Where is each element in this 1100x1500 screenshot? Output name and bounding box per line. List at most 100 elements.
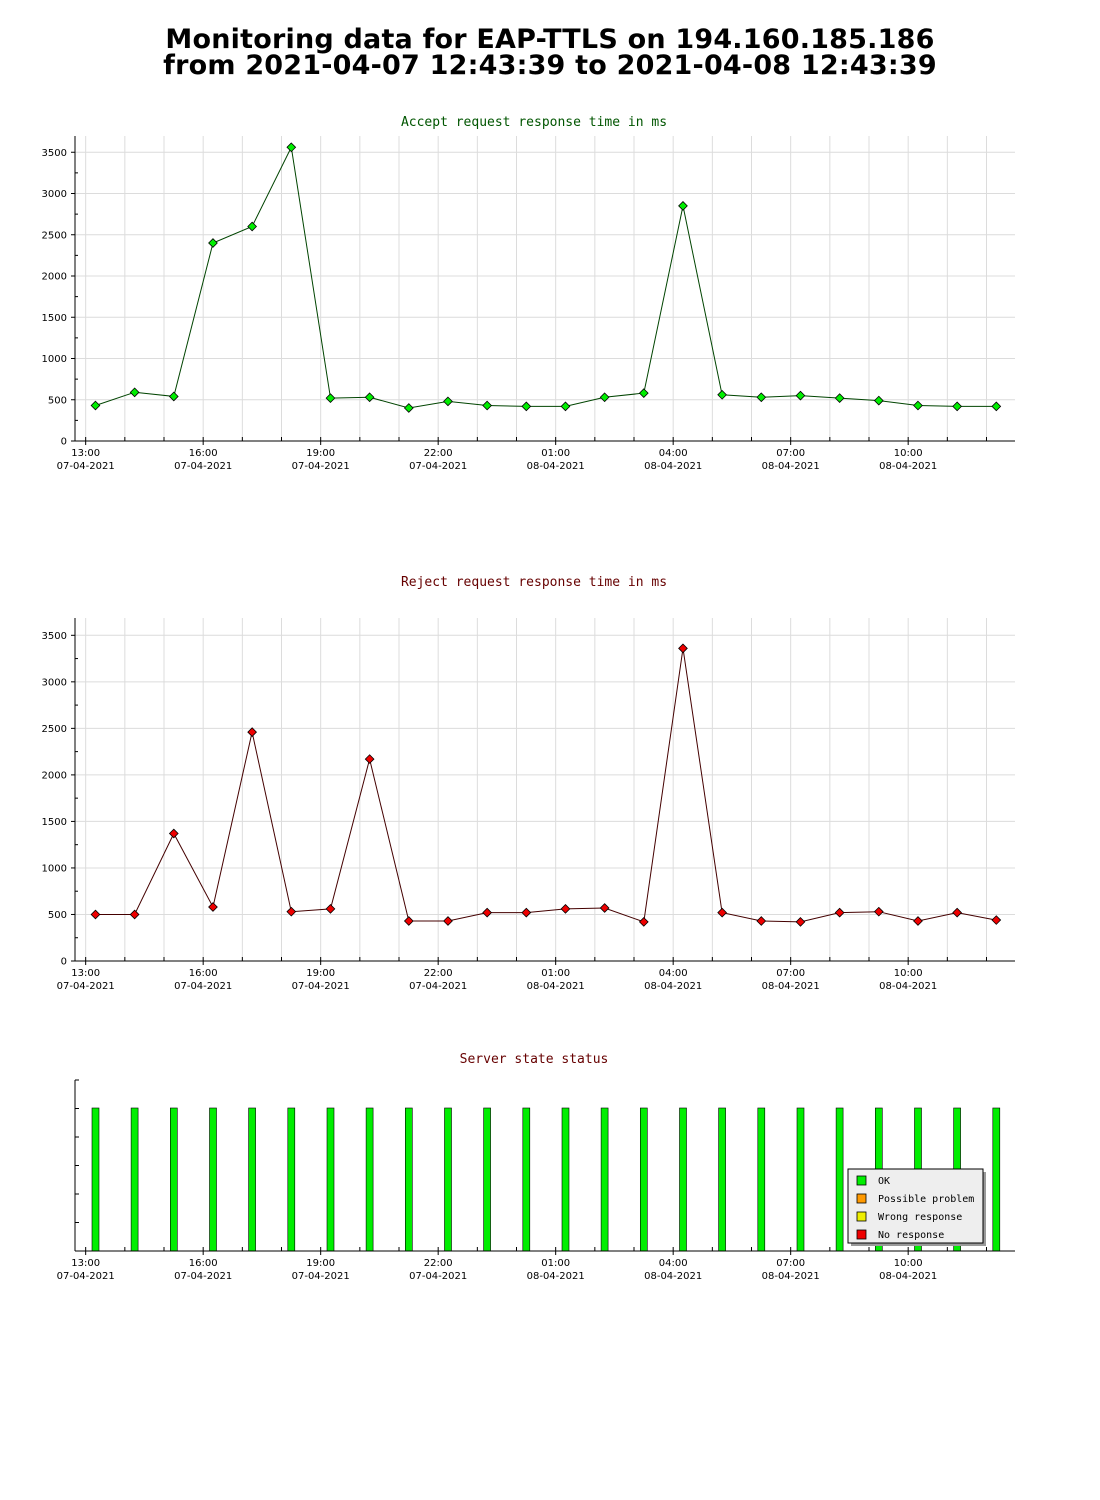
x-tick-date-label: 08-04-2021	[762, 461, 820, 472]
data-point	[521, 401, 532, 412]
x-tick-date-label: 07-04-2021	[409, 1271, 467, 1282]
data-point	[325, 904, 336, 914]
x-tick-date-label: 07-04-2021	[174, 981, 232, 992]
legend-box	[847, 1168, 984, 1244]
status-bar	[796, 1107, 805, 1252]
data-point	[482, 400, 492, 411]
data-point	[364, 754, 375, 764]
legend-swatch	[856, 1211, 867, 1222]
status-bar	[718, 1107, 726, 1252]
status-bar	[326, 1107, 335, 1252]
data-point	[325, 393, 336, 403]
x-tick-date-label: 08-04-2021	[879, 981, 937, 992]
data-point	[247, 727, 257, 737]
legend-label: Possible problem	[878, 1194, 974, 1205]
y-tick-label: 3500	[42, 148, 67, 159]
data-point	[913, 916, 923, 926]
chart-title: Reject request response time in ms	[401, 575, 667, 590]
series-line	[95, 145, 997, 409]
status-bar	[561, 1107, 570, 1252]
x-tick-date-label: 07-04-2021	[57, 1271, 115, 1282]
status-bar	[170, 1107, 178, 1252]
chart-title: Accept request response time in ms	[401, 115, 667, 130]
x-tick-time-label: 16:00	[189, 448, 218, 459]
x-tick-date-label: 08-04-2021	[527, 461, 585, 472]
x-tick-date-label: 07-04-2021	[409, 461, 467, 472]
x-tick-date-label: 08-04-2021	[644, 981, 702, 992]
status-bar	[483, 1107, 491, 1252]
x-tick-time-label: 10:00	[894, 1258, 923, 1269]
y-tick-label: 2000	[42, 272, 67, 283]
status-bar	[757, 1107, 766, 1252]
x-tick-time-label: 01:00	[541, 448, 570, 459]
data-point	[952, 401, 962, 412]
x-tick-date-label: 08-04-2021	[762, 1271, 820, 1282]
data-point	[834, 907, 845, 918]
x-tick-time-label: 19:00	[306, 1258, 335, 1269]
data-point	[90, 400, 101, 411]
data-point	[873, 906, 884, 917]
status-bar	[404, 1107, 413, 1252]
x-tick-time-label: 19:00	[306, 448, 335, 459]
data-point	[560, 401, 571, 412]
x-tick-time-label: 01:00	[541, 1258, 570, 1269]
data-point	[208, 238, 218, 248]
status-bar	[287, 1107, 296, 1252]
legend-label: OK	[878, 1176, 890, 1187]
y-tick-label: 3500	[42, 631, 67, 642]
page-title-line-1: Monitoring data for EAP-TTLS on 194.160.…	[165, 24, 935, 55]
y-tick-label: 2000	[42, 770, 67, 781]
data-point	[717, 907, 727, 918]
data-point	[286, 906, 297, 917]
x-tick-date-label: 07-04-2021	[292, 461, 350, 472]
legend-swatch	[856, 1229, 867, 1240]
data-point	[129, 387, 140, 398]
y-tick-label: 1000	[42, 863, 67, 874]
y-tick-label: 3000	[42, 189, 67, 200]
data-point	[443, 396, 453, 407]
data-point	[678, 201, 688, 211]
page-title-line-2: from 2021-04-07 12:43:39 to 2021-04-08 1…	[163, 50, 937, 81]
x-tick-time-label: 19:00	[306, 968, 335, 979]
data-point	[638, 917, 649, 927]
data-point	[247, 221, 257, 232]
data-point	[756, 392, 767, 403]
x-tick-date-label: 08-04-2021	[762, 981, 820, 992]
data-point	[403, 403, 414, 413]
data-point	[208, 902, 218, 912]
x-tick-date-label: 07-04-2021	[174, 461, 232, 472]
y-tick-label: 0	[61, 437, 67, 448]
data-point	[482, 907, 492, 918]
y-tick-label: 2500	[42, 230, 67, 241]
x-tick-time-label: 13:00	[71, 968, 100, 979]
x-tick-date-label: 08-04-2021	[527, 981, 585, 992]
data-point	[521, 907, 532, 918]
legend-swatch	[856, 1193, 867, 1204]
data-point	[90, 909, 101, 920]
chart-title: Server state status	[460, 1052, 609, 1067]
data-point	[286, 142, 297, 153]
legend: OK Possible problem Wrong response No respo…	[847, 1168, 986, 1246]
data-point	[991, 401, 1002, 412]
y-tick-label: 2500	[42, 724, 67, 735]
x-tick-date-label: 08-04-2021	[879, 1271, 937, 1282]
y-tick-label: 500	[48, 395, 67, 406]
x-tick-time-label: 04:00	[659, 448, 688, 459]
data-point	[991, 915, 1002, 925]
x-tick-date-label: 07-04-2021	[57, 981, 115, 992]
data-point	[443, 916, 453, 926]
data-point	[756, 916, 767, 926]
status-bar	[522, 1107, 531, 1252]
x-tick-time-label: 16:00	[189, 1258, 218, 1269]
accept-response-chart: Accept request response time in ms 0 500 10…	[42, 115, 1015, 472]
y-tick-label: 0	[61, 957, 67, 968]
data-point	[873, 395, 884, 406]
x-tick-date-label: 07-04-2021	[409, 981, 467, 992]
data-point	[403, 916, 414, 926]
status-bar	[835, 1107, 844, 1252]
data-point	[560, 904, 571, 914]
data-point	[599, 392, 610, 403]
x-tick-time-label: 10:00	[894, 448, 923, 459]
data-point	[795, 917, 806, 927]
x-tick-date-label: 08-04-2021	[527, 1271, 585, 1282]
